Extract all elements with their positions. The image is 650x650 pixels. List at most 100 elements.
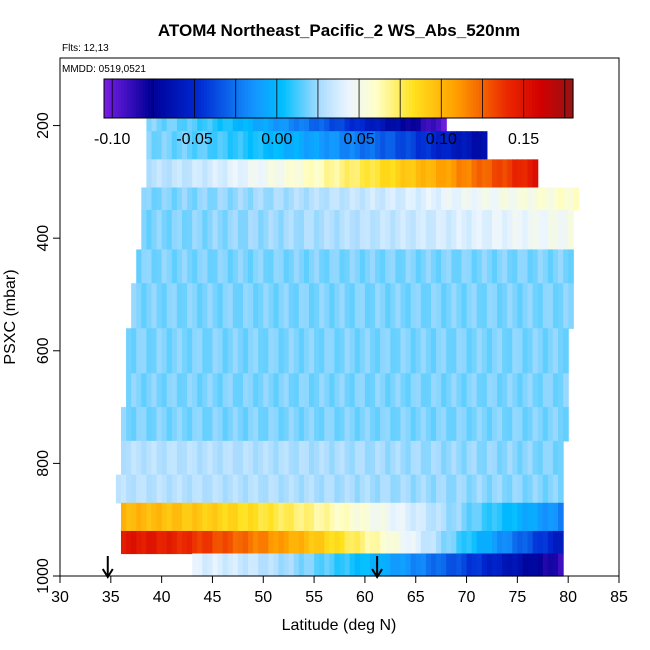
heatmap-cell	[466, 159, 473, 189]
heatmap-cell	[359, 553, 366, 577]
heatmap-cell	[512, 159, 518, 189]
colorbar-swatch	[159, 79, 164, 118]
heatmap-cell	[466, 328, 473, 374]
heatmap-cell	[375, 159, 381, 189]
heatmap-cell	[176, 210, 183, 251]
colorbar-swatch	[464, 79, 469, 118]
heatmap-cell	[181, 530, 188, 555]
heatmap-cell	[171, 407, 178, 442]
colorbar-swatch	[555, 79, 559, 118]
heatmap-cell	[151, 474, 158, 504]
heatmap-cell	[329, 131, 336, 160]
heatmap-cell	[507, 474, 513, 504]
heatmap-cell	[456, 131, 463, 160]
colorbar-swatch	[526, 79, 530, 118]
heatmap-cell	[166, 407, 173, 442]
colorbar-swatch	[306, 79, 310, 118]
heatmap-cell	[197, 373, 203, 408]
heatmap-cell	[522, 440, 529, 476]
heatmap-cell	[298, 407, 305, 442]
heatmap-cell	[436, 108, 442, 132]
heatmap-cell	[141, 530, 147, 555]
colorbar-swatch	[130, 79, 134, 118]
heatmap-cell	[232, 407, 239, 442]
heatmap-cell	[507, 249, 513, 284]
heatmap-cell	[497, 187, 503, 211]
heatmap-cell	[339, 131, 346, 160]
heatmap-cell	[202, 108, 208, 132]
heatmap-cell	[334, 328, 341, 374]
heatmap-cell	[141, 440, 147, 476]
heatmap-cell	[410, 407, 417, 442]
heatmap-cell	[537, 373, 544, 408]
heatmap-cell	[288, 131, 295, 160]
heatmap-cell	[456, 373, 463, 408]
heatmap-cell	[354, 108, 361, 132]
heatmap-cell	[334, 553, 341, 577]
heatmap-cell	[309, 249, 315, 284]
heatmap-cell	[522, 530, 529, 555]
heatmap-cell	[248, 474, 254, 504]
heatmap-cell	[212, 210, 219, 251]
heatmap-cell	[400, 283, 407, 329]
heatmap-cell	[248, 502, 254, 532]
heatmap-cell	[375, 440, 381, 476]
heatmap-cell	[486, 210, 493, 251]
heatmap-cell	[436, 407, 442, 442]
heatmap-cell	[527, 474, 534, 504]
heatmap-cell	[456, 328, 463, 374]
x-tick-label: 40	[153, 589, 171, 606]
x-axis: 30 35 40 45 50 55 60 65 70 75 80 85	[51, 576, 628, 606]
heatmap-cell	[217, 530, 224, 555]
heatmap-cell	[151, 283, 158, 329]
heatmap-cell	[161, 249, 168, 284]
heatmap-cell	[380, 440, 386, 476]
heatmap-cell	[354, 553, 361, 577]
heatmap-cell	[568, 210, 574, 251]
heatmap-cell	[298, 328, 305, 374]
heatmap-cell	[354, 131, 361, 160]
heatmap-cell	[288, 187, 295, 211]
heatmap-cell	[212, 373, 219, 408]
heatmap-cell	[380, 187, 386, 211]
heatmap-cell	[181, 407, 188, 442]
heatmap-cell	[410, 530, 417, 555]
heatmap-cell	[425, 159, 432, 189]
heatmap-cell	[456, 407, 463, 442]
heatmap-cell	[329, 474, 336, 504]
colorbar-swatch	[461, 79, 466, 118]
heatmap-cell	[537, 187, 544, 211]
heatmap-cell	[400, 131, 407, 160]
colorbar-swatch	[429, 79, 433, 118]
heatmap-cell	[192, 249, 198, 284]
colorbar-swatch	[177, 79, 181, 118]
heatmap-cell	[329, 159, 336, 189]
heatmap-cell	[491, 440, 498, 476]
heatmap-cell	[380, 159, 386, 189]
heatmap-cell	[268, 530, 275, 555]
heatmap-cell	[151, 108, 158, 132]
heatmap-cell	[197, 187, 203, 211]
heatmap-cell	[446, 530, 452, 555]
heatmap-cell	[532, 440, 539, 476]
heatmap-cell	[309, 159, 315, 189]
heatmap-cell	[415, 474, 422, 504]
heatmap-cell	[369, 159, 376, 189]
heatmap-cell	[212, 131, 219, 160]
heatmap-cell	[466, 373, 473, 408]
heatmap-cell	[542, 553, 549, 577]
heatmap-cell	[542, 474, 549, 504]
heatmap-cell	[298, 131, 305, 160]
heatmap-cell	[430, 159, 437, 189]
heatmap-cell	[385, 530, 391, 555]
heatmap-cell	[161, 131, 168, 160]
colorbar-swatch	[244, 79, 249, 118]
heatmap-cell	[293, 474, 300, 504]
heatmap-cell	[197, 407, 203, 442]
heatmap-cell	[451, 328, 457, 374]
heatmap-cell	[314, 187, 320, 211]
colorbar-swatch	[414, 79, 419, 118]
heatmap-cell	[151, 249, 158, 284]
colorbar-swatch	[531, 79, 536, 118]
colorbar-swatch	[271, 79, 275, 118]
